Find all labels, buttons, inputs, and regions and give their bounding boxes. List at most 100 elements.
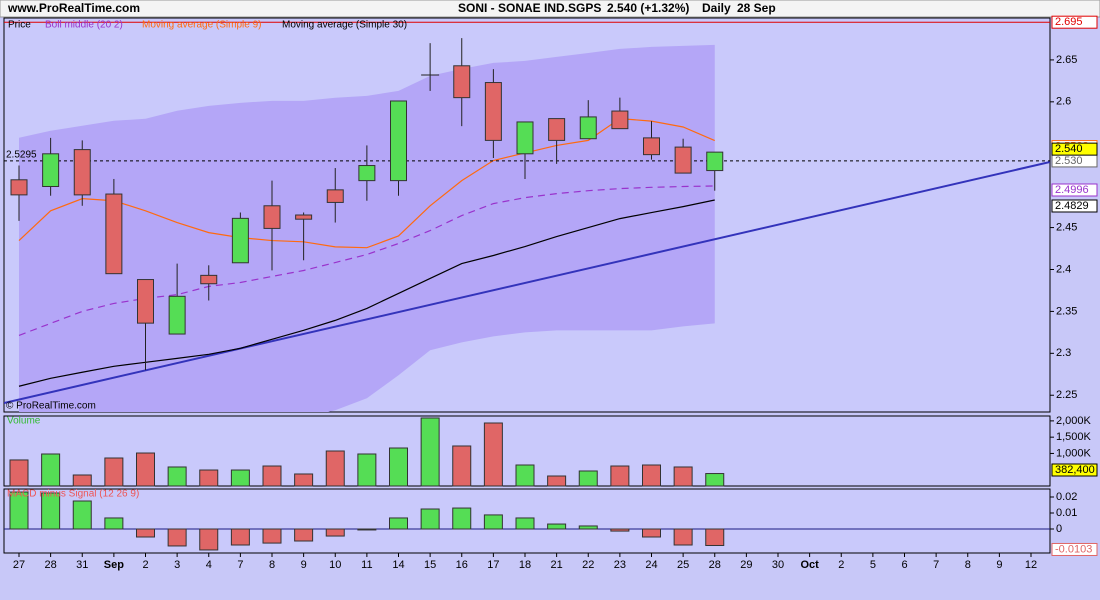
- candle-body: [643, 137, 660, 156]
- volume-bar: [325, 450, 345, 487]
- x-tick-label: 28: [709, 559, 721, 571]
- high-label-box: [1051, 15, 1098, 29]
- x-tick-label: 29: [740, 559, 752, 571]
- volume-bar: [420, 417, 440, 487]
- y-tick-label: 2.3: [1056, 347, 1071, 359]
- volume-bar: [136, 452, 155, 487]
- candle-body: [453, 65, 471, 99]
- last-value: 2.4996: [1055, 184, 1089, 196]
- last-value-box: [1051, 183, 1098, 197]
- macd-bar: [420, 508, 440, 530]
- macd-bar: [547, 523, 567, 530]
- legend-entry: Boll middle (20 2): [45, 20, 123, 31]
- volume-bar: [167, 466, 187, 487]
- x-tick-label: 6: [901, 559, 907, 571]
- candle-body: [579, 116, 597, 140]
- volume-bar: [673, 466, 693, 487]
- macd-bar: [72, 500, 92, 530]
- macd-bar: [199, 528, 219, 551]
- volume-bar: [230, 469, 250, 487]
- y-tick-label: 2.65: [1056, 54, 1077, 66]
- legend-entry: Price: [8, 20, 31, 31]
- trendline: [4, 161, 1050, 404]
- volume-bar: [578, 470, 598, 487]
- last-price-box: [1051, 142, 1098, 156]
- panel-title: MACD minus Signal (12 26 9): [7, 489, 139, 500]
- x-tick-label: 24: [645, 559, 657, 571]
- macd-bar: [483, 514, 503, 530]
- volume-bar: [294, 473, 314, 487]
- bollinger-band: [19, 44, 715, 412]
- reference-axis-label: 2.530: [1055, 155, 1083, 167]
- volume-bar: [547, 475, 567, 487]
- last-macd: -0.0103: [1055, 543, 1092, 555]
- macd-bar: [389, 517, 408, 530]
- volume-bar: [483, 422, 503, 487]
- y-tick-label: 2.35: [1056, 305, 1077, 317]
- last-volume: 382,400: [1055, 464, 1095, 476]
- x-tick-label: 16: [456, 559, 468, 571]
- candle-body: [611, 110, 629, 130]
- x-tick-label: 17: [487, 559, 499, 571]
- x-tick-label: 4: [206, 559, 212, 571]
- volume-bar: [9, 459, 29, 487]
- high-label: 2.695: [1055, 16, 1083, 28]
- x-tick-label: 2: [142, 559, 148, 571]
- volume-bar: [515, 464, 535, 487]
- x-tick-label: 8: [965, 559, 971, 571]
- macd-bar: [230, 528, 250, 546]
- candle-body: [73, 149, 91, 196]
- macd-bar: [136, 528, 155, 538]
- y-tick-label: 0.02: [1056, 491, 1077, 503]
- x-tick-label: 5: [870, 559, 876, 571]
- line-series: [18, 185, 715, 336]
- x-tick-label: 23: [614, 559, 626, 571]
- y-tick-label: 2.4: [1056, 263, 1071, 275]
- last-value-box: [1051, 199, 1098, 213]
- x-tick-label: 31: [76, 559, 88, 571]
- candle-body: [326, 189, 344, 203]
- y-tick-label: 1,500K: [1056, 431, 1092, 443]
- x-tick-label: 28: [45, 559, 57, 571]
- volume-bar: [41, 453, 61, 487]
- x-tick-label: 18: [519, 559, 531, 571]
- macd-bar: [9, 491, 29, 530]
- y-tick-label: 1,000K: [1056, 447, 1092, 459]
- candle-body: [295, 214, 313, 220]
- x-tick-label: 27: [13, 559, 25, 571]
- x-tick-label: 30: [772, 559, 784, 571]
- candle-body: [516, 121, 534, 155]
- chart-subtitle: 2.540 (+1.32%): [607, 1, 689, 15]
- macd-bar: [452, 507, 472, 530]
- reference-label: 2.5295: [6, 150, 37, 161]
- y-tick-label: 2.6: [1056, 96, 1071, 108]
- macd-bar: [578, 525, 598, 530]
- x-tick-label: 22: [582, 559, 594, 571]
- volume-bar: [610, 465, 630, 487]
- macd-bar: [705, 528, 725, 546]
- legend-entry: Moving average (Simple 30): [282, 20, 407, 31]
- x-tick-label: 7: [237, 559, 243, 571]
- macd-bar: [325, 528, 345, 537]
- x-tick-label: 3: [174, 559, 180, 571]
- x-tick-label: 21: [551, 559, 563, 571]
- candle-body: [674, 146, 692, 174]
- volume-bar: [642, 464, 661, 487]
- volume-bar: [262, 465, 282, 487]
- macd-bar: [167, 528, 187, 547]
- candle-body: [231, 217, 249, 264]
- period: Daily: [702, 1, 731, 15]
- candle-body: [168, 295, 186, 335]
- x-tick-label: 2: [838, 559, 844, 571]
- macd-bar: [610, 528, 630, 532]
- line-series: [18, 117, 715, 249]
- volume-bar: [357, 453, 377, 487]
- x-tick-label: Sep: [104, 559, 124, 571]
- watermark: © ProRealTime.com: [6, 401, 96, 412]
- volume-bar: [452, 445, 472, 487]
- x-tick-label: 9: [301, 559, 307, 571]
- last-value: 2.4829: [1055, 200, 1089, 212]
- volume-bar: [72, 474, 92, 487]
- site: www.ProRealTime.com: [7, 1, 140, 15]
